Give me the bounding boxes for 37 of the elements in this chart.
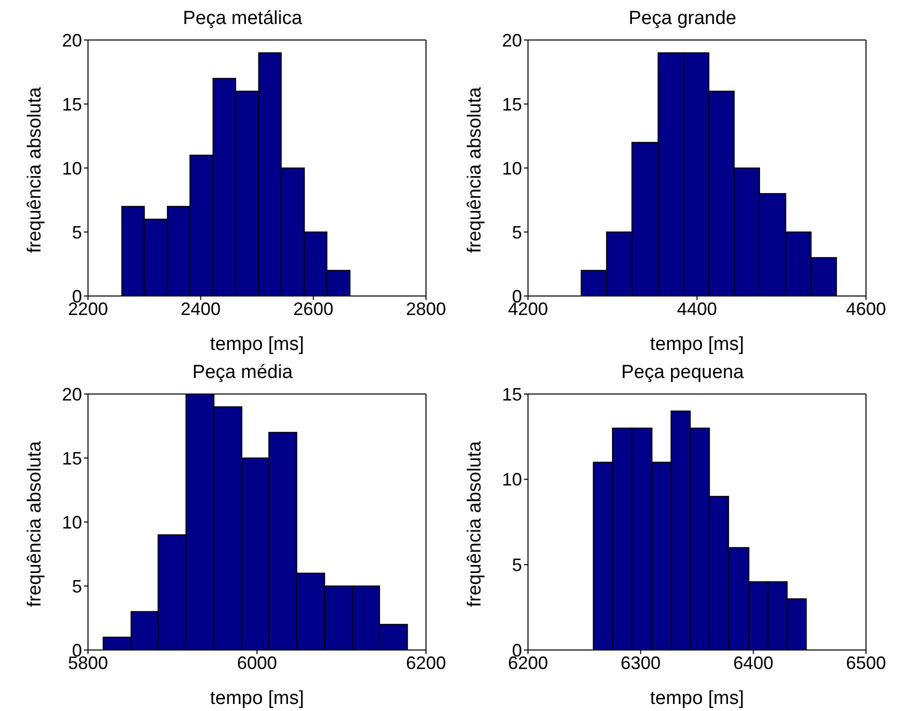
y-tick-label: 15 <box>502 384 522 404</box>
y-tick-label: 10 <box>502 470 522 490</box>
x-tick-label: 6500 <box>846 652 886 673</box>
x-axis-title: tempo [ms] <box>210 688 304 709</box>
y-tick-label: 15 <box>62 94 82 114</box>
y-axis-title: frequência absoluta <box>24 86 46 253</box>
x-axis-title: tempo [ms] <box>210 334 304 355</box>
y-tick-label: 5 <box>72 576 82 596</box>
y-axis-title: frequência absoluta <box>464 440 486 607</box>
y-tick-label: 5 <box>72 222 82 242</box>
y-tick-label: 10 <box>502 158 522 178</box>
y-axis-title: frequência absoluta <box>24 440 46 607</box>
x-tick-label: 4600 <box>846 298 886 319</box>
y-tick-label: 15 <box>62 448 82 468</box>
x-tick-label: 6400 <box>733 652 774 673</box>
x-tick-label: 6200 <box>406 652 446 673</box>
y-tick-label: 10 <box>62 158 82 178</box>
x-tick-label: 2600 <box>293 298 334 319</box>
chart-title: Peça grande <box>628 8 738 31</box>
x-tick-label: 2800 <box>406 298 446 319</box>
chart-title: Peça metálica <box>182 8 304 31</box>
x-axis-title: tempo [ms] <box>650 334 744 355</box>
y-tick-label: 5 <box>512 555 522 576</box>
chart-title: Peça pequena <box>620 362 745 385</box>
y-tick-label: 20 <box>62 384 82 404</box>
y-tick-label: 15 <box>502 94 522 114</box>
y-axis-title: frequência absoluta <box>464 86 486 253</box>
y-tick-label: 20 <box>62 30 82 50</box>
x-tick-label: 6300 <box>620 652 661 673</box>
x-tick-label: 6000 <box>236 652 278 673</box>
chart-title: Peça média <box>191 362 294 385</box>
x-tick-label: 2400 <box>180 298 221 319</box>
x-tick-label: 4400 <box>676 298 718 319</box>
x-axis-title: tempo [ms] <box>650 688 744 709</box>
y-tick-label: 10 <box>62 512 82 532</box>
y-tick-label: 20 <box>502 30 522 50</box>
y-tick-label: 5 <box>512 222 522 242</box>
